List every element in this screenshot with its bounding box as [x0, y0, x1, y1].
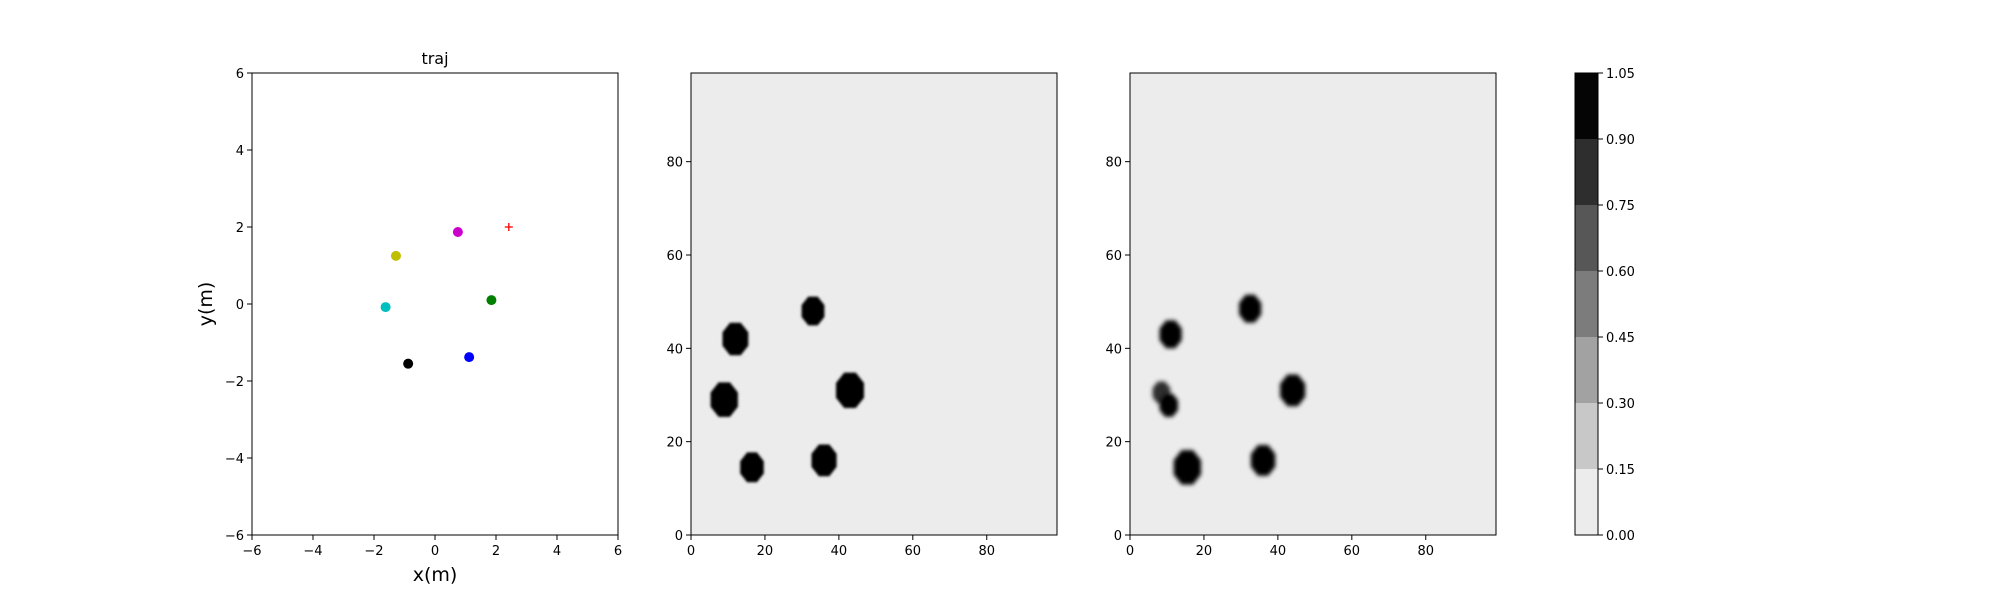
traj-y-tick-label: 6	[236, 67, 244, 82]
agent-green-point	[486, 295, 497, 306]
goal-marker	[504, 223, 513, 231]
colorbar-band	[1575, 271, 1598, 337]
heatmap-1-x-tick-label: 0	[687, 544, 695, 559]
traj-y-tick-label: 2	[236, 221, 244, 236]
heatmap-1-x-tick-label: 60	[905, 544, 922, 559]
heatmap-1-y-tick-label: 40	[666, 342, 683, 357]
agent-black-point	[403, 358, 414, 369]
heatmap-2-blob	[1173, 450, 1201, 485]
traj-y-label: y(m)	[195, 282, 217, 327]
traj-x-tick-label: 0	[431, 544, 439, 559]
traj-x-tick-label: 4	[553, 544, 561, 559]
heatmap-2-x-tick-label: 20	[1196, 544, 1213, 559]
traj-plot-area	[252, 73, 618, 535]
heatmap-1-x-axis: 0 20 40 60 80	[687, 535, 995, 559]
heatmap-1-frame	[690, 72, 1058, 536]
heatmap-panel-2: 0 20 40 60 80 0 20 40 60 80	[1105, 72, 1497, 559]
heatmap-1-y-tick-label: 0	[675, 529, 683, 544]
heatmap-panel-1: 0 20 40 60 80 0 20 40 60 80	[666, 72, 1058, 559]
traj-y-tick-label: −4	[225, 452, 244, 467]
heatmap-2-y-tick-label: 60	[1105, 249, 1122, 264]
traj-x-tick-label: 6	[614, 544, 622, 559]
colorbar-tick-label: 1.05	[1606, 67, 1635, 82]
heatmap-1-x-tick-label: 20	[757, 544, 774, 559]
traj-y-tick-label: −2	[225, 375, 244, 390]
traj-x-tick-label: 2	[492, 544, 500, 559]
heatmap-2-blob	[1250, 445, 1276, 476]
traj-y-tick-label: −6	[225, 529, 244, 544]
heatmap-2-blob	[1159, 393, 1178, 417]
traj-y-tick-label: 0	[236, 298, 244, 313]
heatmap-1-y-tick-label: 80	[666, 156, 683, 171]
colorbar-frame	[1574, 72, 1599, 536]
heatmap-2-y-axis: 0 20 40 60 80	[1105, 156, 1130, 544]
traj-x-tick-label: −2	[364, 544, 383, 559]
colorbar-tick-label: 0.30	[1606, 397, 1635, 412]
heatmap-2-x-tick-label: 60	[1344, 544, 1361, 559]
heatmap-1-blob	[801, 296, 825, 326]
colorbar-tick-label: 0.90	[1606, 133, 1635, 148]
traj-title: traj	[421, 49, 448, 68]
colorbar-ticks: 0.00 0.15 0.30 0.45 0.60 0.75 0.90 1.05	[1598, 67, 1635, 544]
colorbar: 0.00 0.15 0.30 0.45 0.60 0.75 0.90 1.05	[1574, 67, 1635, 544]
heatmap-2-blobs	[1152, 294, 1306, 485]
heatmap-2-y-tick-label: 40	[1105, 342, 1122, 357]
traj-panel: −6 −4 −2 0 2 4 6 −6 −4 −2 0 2 4 6 traj x(m) y(m)	[195, 49, 622, 586]
colorbar-band	[1575, 403, 1598, 469]
colorbar-band	[1575, 205, 1598, 271]
heatmap-2-frame	[1129, 72, 1497, 536]
colorbar-band	[1575, 139, 1598, 205]
traj-y-axis: −6 −4 −2 0 2 4 6	[225, 67, 252, 544]
heatmap-2-blob	[1239, 294, 1262, 323]
heatmap-2-y-tick-label: 0	[1114, 529, 1122, 544]
agent-magenta-point	[452, 227, 463, 238]
colorbar-bands	[1575, 73, 1598, 535]
colorbar-tick-label: 0.00	[1606, 529, 1635, 544]
traj-x-tick-label: −4	[303, 544, 322, 559]
heatmap-1-y-axis: 0 20 40 60 80	[666, 156, 691, 544]
colorbar-tick-label: 0.15	[1606, 463, 1635, 478]
heatmap-1-blob	[836, 372, 864, 408]
heatmap-1-blob	[710, 382, 738, 417]
traj-x-label: x(m)	[413, 564, 458, 586]
heatmap-2-x-axis: 0 20 40 60 80	[1126, 535, 1434, 559]
colorbar-tick-label: 0.75	[1606, 199, 1635, 214]
heatmap-2-blob	[1280, 374, 1306, 407]
colorbar-band	[1575, 73, 1598, 139]
heatmap-1-y-tick-label: 20	[666, 436, 683, 451]
agent-cyan-point	[380, 302, 391, 313]
heatmap-2-blob	[1159, 320, 1182, 349]
heatmap-1-blobs	[710, 296, 864, 483]
heatmap-2-x-tick-label: 40	[1270, 544, 1287, 559]
traj-y-tick-label: 4	[236, 144, 244, 159]
colorbar-band	[1575, 337, 1598, 403]
heatmap-1-x-tick-label: 40	[831, 544, 848, 559]
colorbar-tick-label: 0.45	[1606, 331, 1635, 346]
heatmap-1-blob	[722, 322, 749, 356]
agent-blue-point	[464, 352, 475, 363]
colorbar-band	[1575, 469, 1598, 535]
heatmap-1-blob	[811, 444, 837, 477]
heatmap-1-y-tick-label: 60	[666, 249, 683, 264]
traj-marks	[380, 223, 513, 369]
traj-x-tick-label: −6	[242, 544, 261, 559]
agent-yellow-point	[390, 250, 401, 261]
heatmap-2-y-tick-label: 80	[1105, 156, 1122, 171]
heatmap-1-blob	[740, 452, 764, 483]
heatmap-1-x-tick-label: 80	[978, 544, 995, 559]
heatmap-2-y-tick-label: 20	[1105, 436, 1122, 451]
colorbar-tick-label: 0.60	[1606, 265, 1635, 280]
traj-x-axis: −6 −4 −2 0 2 4 6	[242, 535, 622, 559]
heatmap-2-x-tick-label: 80	[1417, 544, 1434, 559]
heatmap-2-x-tick-label: 0	[1126, 544, 1134, 559]
